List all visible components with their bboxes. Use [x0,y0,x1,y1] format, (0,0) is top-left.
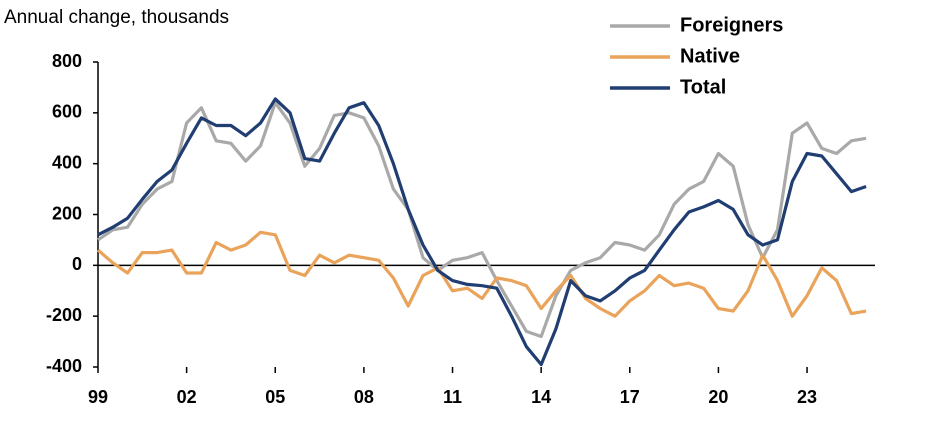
y-tick-label: 0 [72,254,82,274]
x-tick-label: 23 [797,387,817,407]
series-line [97,101,867,339]
y-tick-label: -200 [46,305,82,325]
legend-label: Total [680,76,726,98]
x-tick-label: 02 [177,387,197,407]
legend-label: Foreigners [680,14,783,36]
y-tick-label: 800 [52,51,82,71]
y-tick-label: 200 [52,203,82,223]
x-tick-label: 11 [443,387,462,407]
y-axis-label: Annual change, thousands [4,7,229,28]
x-tick-label: 08 [354,387,374,407]
series-line [96,230,867,318]
x-tick-label: 17 [620,387,640,407]
x-tick-label: 05 [265,387,285,407]
x-tick-label: 20 [708,387,728,407]
y-tick-label: 600 [52,102,82,122]
x-tick-label: 99 [88,387,108,407]
x-tick-label: 14 [531,387,551,407]
legend-label: Native [680,45,740,67]
series-line [97,97,867,367]
y-tick-label: 400 [52,152,82,172]
y-tick-label: -400 [46,356,82,376]
